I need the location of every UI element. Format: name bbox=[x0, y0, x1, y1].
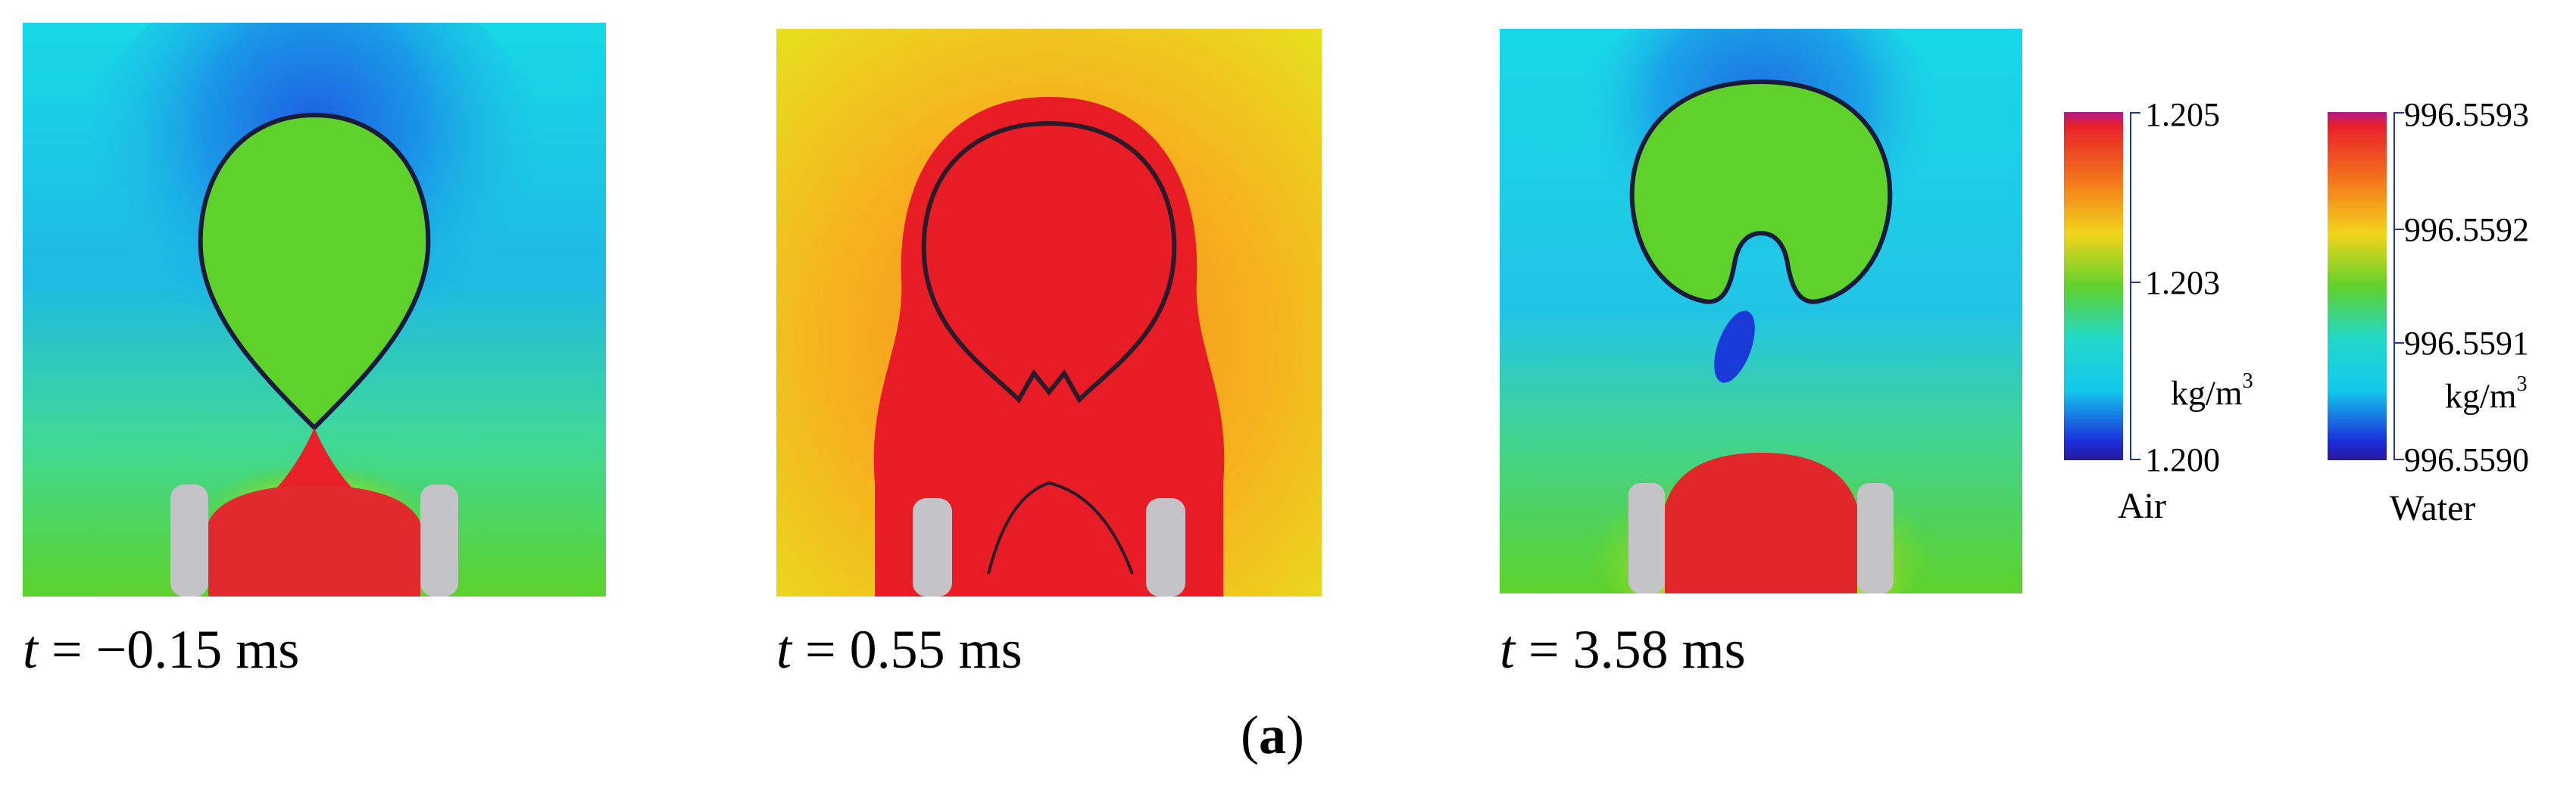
contour-field-3 bbox=[1500, 29, 2022, 593]
simulation-panel-2 bbox=[776, 29, 1322, 597]
water-unit-label: kg/m3 bbox=[2445, 372, 2528, 416]
air-unit-label: kg/m3 bbox=[2171, 369, 2253, 413]
time-label-2: t = 0.55 ms bbox=[776, 619, 1023, 680]
air-tick-min: 1.200 bbox=[2145, 441, 2220, 478]
time-label-1: t = −0.15 ms bbox=[23, 619, 300, 680]
simulation-panel-3 bbox=[1500, 29, 2022, 593]
contour-field-1 bbox=[23, 23, 606, 597]
simulation-panel-1 bbox=[23, 23, 606, 597]
figure-caption: (a) bbox=[1241, 705, 1304, 765]
water-colorbar bbox=[2328, 112, 2387, 460]
water-tick-3: 996.5593 bbox=[2404, 96, 2529, 133]
contour-field-2 bbox=[776, 29, 1322, 597]
air-tick-mid: 1.203 bbox=[2145, 264, 2220, 301]
water-colorbar-title: Water bbox=[2390, 488, 2476, 528]
air-tick-max: 1.205 bbox=[2145, 96, 2220, 133]
air-colorbar bbox=[2064, 112, 2123, 460]
time-label-3: t = 3.58 ms bbox=[1500, 619, 1746, 680]
water-tick-1: 996.5591 bbox=[2404, 325, 2529, 362]
water-tick-2: 996.5592 bbox=[2404, 211, 2529, 248]
air-colorbar-title: Air bbox=[2118, 486, 2166, 526]
water-tick-0: 996.5590 bbox=[2404, 441, 2529, 478]
